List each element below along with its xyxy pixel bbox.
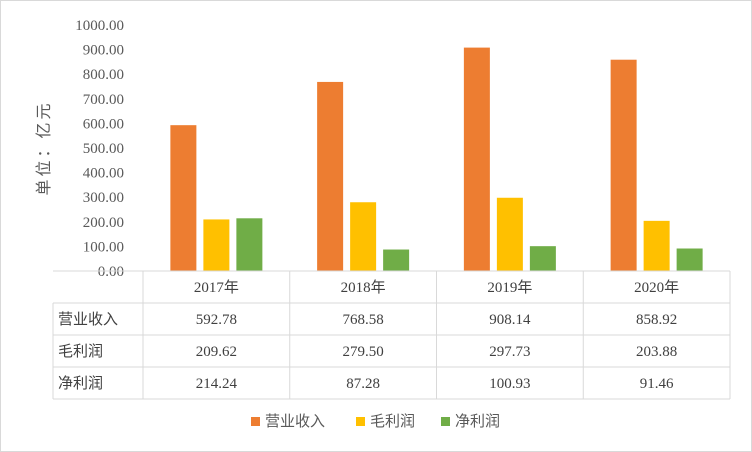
y-axis-title: 单位：亿元 [34,100,53,195]
legend-label: 净利润 [455,412,500,430]
table-series-label: 营业收入 [58,310,118,328]
legend-swatch [441,417,450,426]
bar [643,220,670,271]
legend-label: 营业收入 [265,412,325,430]
y-tick-label: 100.00 [83,239,124,255]
table-value: 279.50 [343,344,384,360]
bar [529,246,556,271]
bar [463,47,490,271]
bar [236,218,263,271]
x-category-label: 2020年 [634,279,679,296]
y-tick-label: 0.00 [98,264,124,280]
table-value: 297.73 [489,344,530,360]
bar [610,59,637,271]
table-value: 100.93 [489,376,530,392]
legend-swatch [356,417,365,426]
x-category-label: 2019年 [487,279,532,296]
legend-swatch [251,417,260,426]
x-category-label: 2017年 [194,279,239,296]
legend-label: 毛利润 [370,412,415,430]
table-value: 908.14 [489,312,531,328]
y-tick-label: 1000.00 [75,18,124,34]
bar [203,219,230,271]
y-tick-label: 300.00 [83,190,124,206]
bar [383,249,410,271]
y-tick-label: 200.00 [83,215,124,231]
table-value: 592.78 [196,312,237,328]
table-value: 214.24 [196,376,238,392]
bar [350,202,377,271]
y-tick-label: 400.00 [83,166,124,182]
y-tick-label: 600.00 [83,116,124,132]
table-value: 768.58 [343,312,384,328]
bar [317,81,344,271]
table-value: 91.46 [640,376,674,392]
table-series-label: 净利润 [58,374,103,392]
table-value: 858.92 [636,312,677,328]
y-tick-label: 800.00 [83,67,124,83]
table-value: 203.88 [636,344,677,360]
y-tick-label: 700.00 [83,92,124,108]
y-tick-label: 900.00 [83,43,124,59]
y-tick-label: 500.00 [83,141,124,157]
table-series-label: 毛利润 [58,342,103,360]
table-value: 87.28 [346,376,380,392]
table-value: 209.62 [196,344,237,360]
bar [496,197,523,271]
x-category-label: 2018年 [341,279,386,296]
bar [676,248,703,271]
bar [170,125,197,271]
